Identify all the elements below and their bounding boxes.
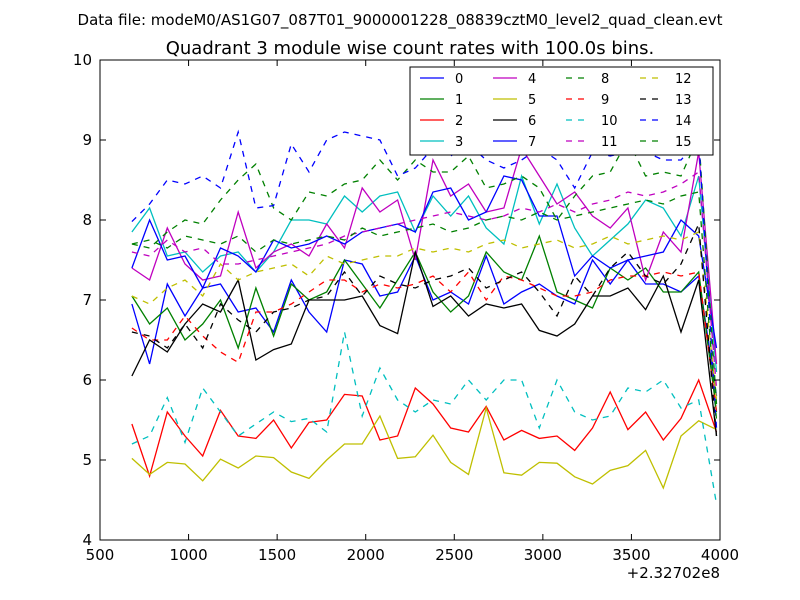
x-tick-label: 2500 — [435, 546, 473, 564]
legend-label-3: 3 — [455, 135, 463, 150]
y-tick-label: 9 — [82, 131, 92, 149]
legend-label-15: 15 — [675, 135, 692, 150]
series-line-1 — [131, 234, 718, 413]
legend-label-7: 7 — [528, 135, 536, 150]
y-tick-label: 10 — [73, 51, 92, 69]
legend-label-12: 12 — [675, 72, 692, 87]
y-tick-label: 5 — [82, 451, 92, 469]
legend-label-13: 13 — [675, 93, 692, 108]
x-tick-label: 2000 — [347, 546, 385, 564]
series-line-10 — [131, 331, 718, 505]
x-tick-label: 3000 — [524, 546, 562, 564]
x-axis: 500 1000 1500 2000 2500 3000 3500 4000 — [86, 60, 739, 564]
chart-title: Quadrant 3 module wise count rates with … — [166, 38, 655, 59]
x-tick-label: 4000 — [701, 546, 739, 564]
legend-label-14: 14 — [675, 114, 692, 129]
y-tick-label: 6 — [82, 371, 92, 389]
series-line-6 — [131, 249, 718, 437]
y-tick-label: 7 — [82, 291, 92, 309]
legend-label-11: 11 — [601, 135, 618, 150]
x-tick-label: 1000 — [169, 546, 207, 564]
series-line-8 — [131, 135, 718, 405]
legend-label-1: 1 — [455, 93, 463, 108]
series-line-9 — [131, 270, 718, 413]
legend-label-4: 4 — [528, 72, 536, 87]
legend-box — [409, 66, 714, 156]
legend-label-0: 0 — [455, 72, 463, 87]
series-line-3 — [131, 173, 718, 373]
y-tick-label: 8 — [82, 211, 92, 229]
legend-label-6: 6 — [528, 114, 536, 129]
series-line-13 — [131, 223, 718, 437]
series-line-12 — [131, 231, 718, 401]
legend-label-10: 10 — [601, 114, 618, 129]
legend-label-8: 8 — [601, 72, 609, 87]
figure-suptitle: Data file: modeM0/AS1G07_087T01_90000012… — [78, 11, 723, 30]
legend-label-9: 9 — [601, 93, 609, 108]
y-tick-label: 4 — [82, 531, 92, 549]
series-line-4 — [131, 146, 718, 365]
series-line-14 — [131, 129, 718, 429]
x-tick-label: 1500 — [258, 546, 296, 564]
series-line-2 — [131, 378, 718, 479]
x-tick-label: 500 — [86, 546, 115, 564]
series-lines — [131, 129, 718, 505]
series-line-7 — [131, 175, 718, 349]
series-line-5 — [131, 405, 717, 490]
legend-label-5: 5 — [528, 93, 536, 108]
x-tick-label: 3500 — [612, 546, 650, 564]
plot-area — [99, 59, 721, 541]
legend-label-2: 2 — [455, 114, 463, 129]
series-line-11 — [131, 170, 718, 389]
x-axis-offset-label: +2.32702e8 — [627, 564, 720, 582]
